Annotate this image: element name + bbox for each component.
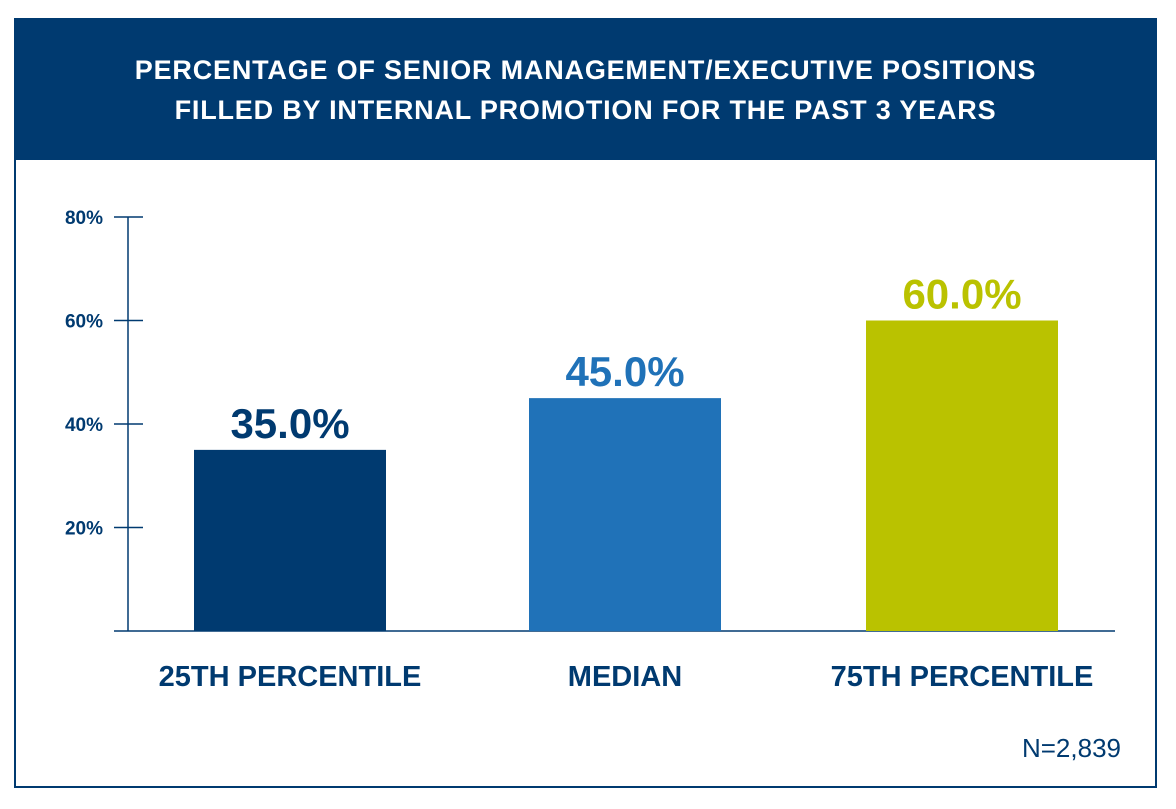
chart-title-line-1: PERCENTAGE OF SENIOR MANAGEMENT/EXECUTIV…	[134, 55, 1037, 85]
y-tick-label: 20%	[65, 519, 103, 540]
bar-value-label: 35.0%	[230, 400, 349, 447]
bar-3	[866, 320, 1058, 631]
y-tick-label: 40%	[65, 415, 103, 436]
bar-value-label: 60.0%	[902, 271, 1021, 318]
y-tick-label: 80%	[65, 208, 103, 229]
bar-1	[194, 449, 386, 631]
bar-2	[529, 398, 721, 631]
x-category-label: 75TH PERCENTILE	[831, 661, 1094, 693]
y-tick-label: 60%	[65, 312, 103, 333]
x-category-label: 25TH PERCENTILE	[159, 661, 422, 693]
chart-title-line-2: FILLED BY INTERNAL PROMOTION FOR THE PAS…	[174, 95, 997, 125]
bar-value-label: 45.0%	[565, 348, 684, 395]
x-category-label: MEDIAN	[568, 661, 682, 693]
chart-title-banner: PERCENTAGE OF SENIOR MANAGEMENT/EXECUTIV…	[16, 20, 1155, 160]
sample-size-note: N=2,839	[1021, 733, 1121, 763]
